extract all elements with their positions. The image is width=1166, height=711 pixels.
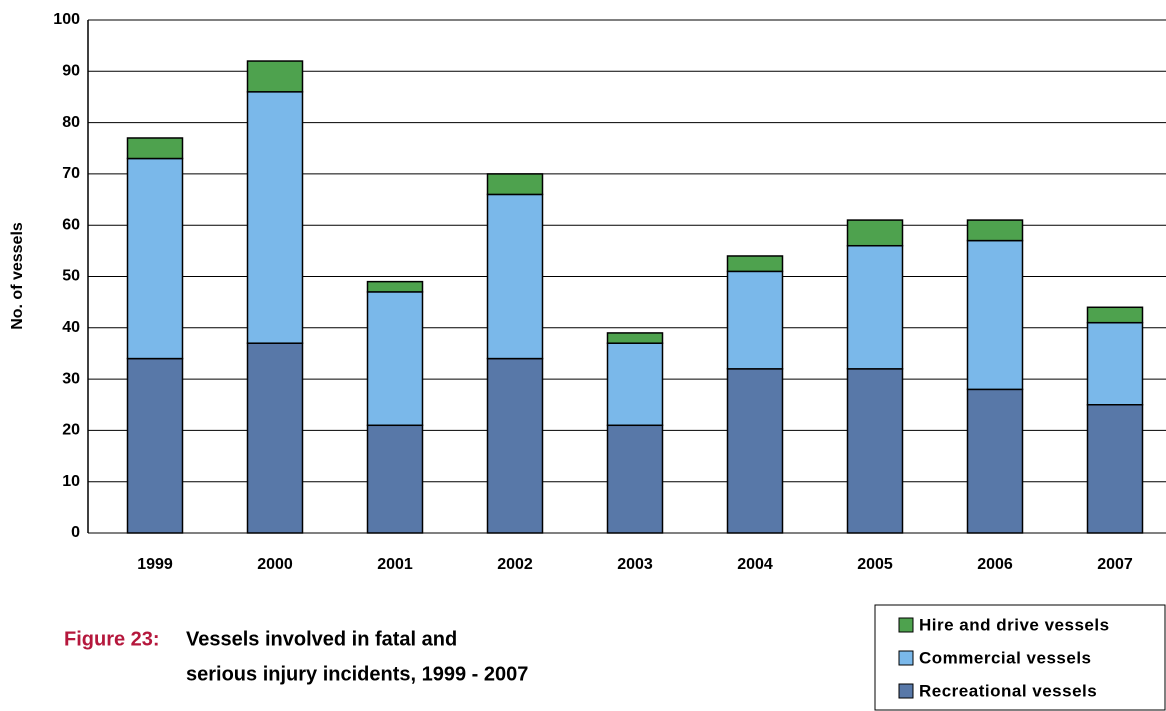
bar-segment (606, 342, 664, 427)
bar-segment (606, 424, 664, 534)
x-tick-label: 2006 (977, 556, 1013, 573)
x-tick-label: 1999 (137, 556, 173, 573)
bar-segment (1086, 321, 1144, 406)
y-tick-label: 50 (62, 268, 80, 285)
bar-segment (126, 357, 184, 534)
bar-segment (966, 388, 1024, 534)
y-tick-label: 80 (62, 114, 80, 131)
caption-line: serious injury incidents, 1999 - 2007 (186, 663, 528, 685)
bar-segment (966, 219, 1024, 242)
x-tick-label: 2002 (497, 556, 533, 573)
y-tick-label: 100 (53, 11, 80, 28)
y-tick-label: 10 (62, 473, 80, 490)
bar-segment (726, 270, 784, 370)
bar-segment (486, 357, 544, 534)
figure-label: Figure 23: (64, 628, 160, 650)
legend-label: Hire and drive vessels (919, 615, 1110, 634)
bar-segment (126, 157, 184, 360)
bar-segment (246, 60, 304, 93)
y-tick-label: 30 (62, 370, 80, 387)
bar-segment (126, 137, 184, 160)
bar-segment (726, 255, 784, 273)
bar-segment (846, 368, 904, 534)
bar-segment (1086, 306, 1144, 324)
x-tick-label: 2007 (1097, 556, 1133, 573)
x-tick-label: 2004 (737, 556, 773, 573)
y-tick-label: 20 (62, 422, 80, 439)
legend-label: Recreational vessels (919, 681, 1097, 700)
y-tick-label: 40 (62, 319, 80, 336)
y-tick-label: 90 (62, 63, 80, 80)
bar-segment (1086, 404, 1144, 534)
bar-segment (366, 291, 424, 427)
legend-swatch (898, 617, 914, 633)
bar-segment (726, 368, 784, 534)
y-tick-label: 0 (71, 524, 80, 541)
x-tick-label: 2005 (857, 556, 893, 573)
x-tick-label: 2000 (257, 556, 293, 573)
x-tick-label: 2003 (617, 556, 653, 573)
legend-label: Commercial vessels (919, 648, 1092, 667)
legend-swatch (898, 683, 914, 699)
bar-segment (366, 280, 424, 293)
bar-segment (846, 244, 904, 370)
bar-segment (246, 91, 304, 344)
bar-segment (246, 342, 304, 534)
y-tick-label: 60 (62, 216, 80, 233)
bar-segment (606, 332, 664, 344)
x-tick-label: 2001 (377, 556, 413, 573)
bar-segment (486, 193, 544, 360)
bar-segment (966, 239, 1024, 391)
legend-box (874, 604, 1166, 711)
bar-segment (486, 173, 544, 196)
caption-line: Vessels involved in fatal and (186, 628, 457, 650)
y-tick-label: 70 (62, 165, 80, 182)
legend-swatch (898, 650, 914, 666)
bar-segment (846, 219, 904, 247)
bar-segment (366, 424, 424, 534)
y-axis-label: No. of vessels (9, 222, 26, 330)
